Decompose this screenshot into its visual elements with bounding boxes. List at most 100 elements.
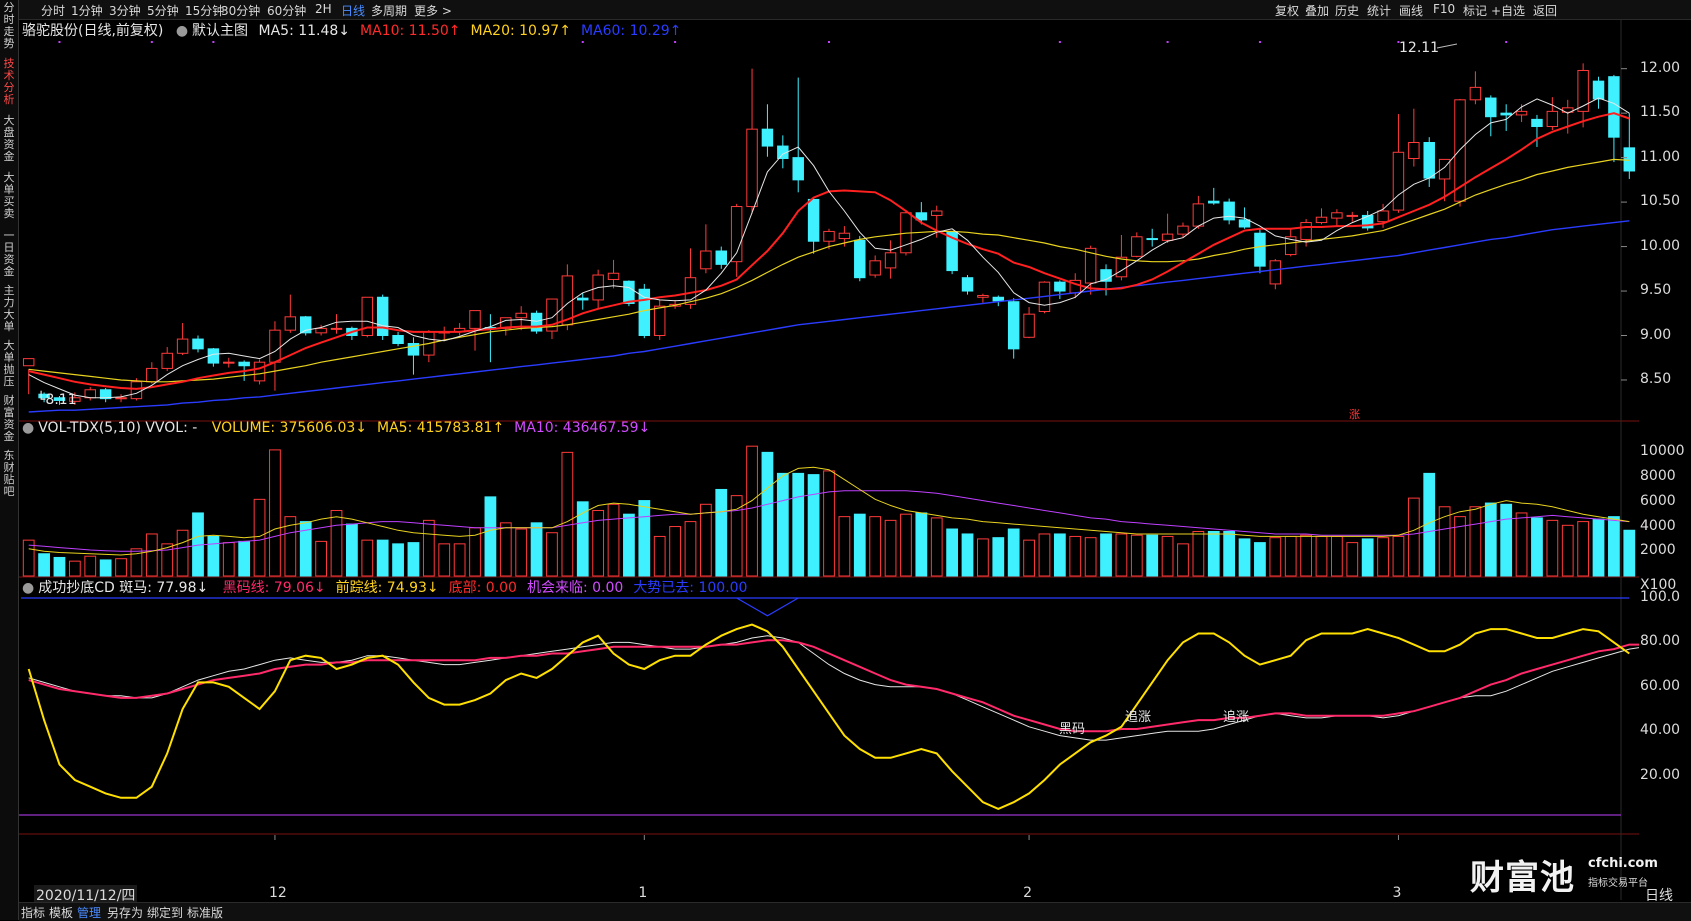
candle-90[interactable] bbox=[1408, 108, 1420, 167]
volume-bar-34[interactable] bbox=[546, 532, 558, 577]
candle-0[interactable] bbox=[22, 358, 35, 395]
toolbar-right-8[interactable]: 返回 bbox=[1533, 4, 1558, 18]
candle-64[interactable] bbox=[1007, 298, 1020, 359]
volume-bar-30[interactable] bbox=[484, 496, 497, 577]
volume-bar-85[interactable] bbox=[1330, 535, 1343, 577]
sidebar-tab-6[interactable]: 大单抛压 bbox=[3, 339, 15, 388]
volume-bar-50[interactable] bbox=[792, 472, 805, 577]
volume-bar-98[interactable] bbox=[1531, 517, 1543, 577]
candle-72[interactable] bbox=[1131, 232, 1143, 258]
candle-13[interactable] bbox=[223, 357, 235, 368]
volume-bar-3[interactable] bbox=[68, 560, 81, 577]
volume-bar-13[interactable] bbox=[222, 542, 235, 577]
candle-61[interactable] bbox=[961, 275, 974, 295]
volume-bar-89[interactable] bbox=[1392, 535, 1405, 577]
candle-74[interactable] bbox=[1161, 213, 1174, 244]
volume-bar-73[interactable] bbox=[1146, 534, 1159, 577]
candle-34[interactable] bbox=[546, 298, 558, 340]
volume-bar-45[interactable] bbox=[715, 488, 728, 577]
candle-101[interactable] bbox=[1577, 63, 1589, 128]
volume-bar-16[interactable] bbox=[269, 449, 281, 577]
toolbar-right-1[interactable]: 叠加 bbox=[1305, 4, 1330, 18]
cd-dot-icon[interactable]: ● bbox=[22, 580, 35, 596]
volume-bar-10[interactable] bbox=[176, 529, 189, 577]
volume-bar-104[interactable] bbox=[1623, 529, 1636, 577]
candle-54[interactable] bbox=[854, 235, 866, 282]
candle-85[interactable] bbox=[1331, 209, 1343, 227]
volume-bar-75[interactable] bbox=[1177, 543, 1189, 577]
volume-bar-23[interactable] bbox=[376, 539, 389, 577]
period-tab-5[interactable]: 30分钟 bbox=[221, 4, 261, 18]
candle-30[interactable] bbox=[484, 314, 497, 363]
candle-63[interactable] bbox=[992, 295, 1005, 307]
volume-bar-19[interactable] bbox=[315, 540, 328, 577]
sidebar-tab-4[interactable]: 一日资金 bbox=[3, 229, 15, 278]
candle-22[interactable] bbox=[361, 296, 374, 338]
candle-67[interactable] bbox=[1054, 280, 1066, 300]
sidebar-tab-5[interactable]: 主力大单 bbox=[3, 284, 15, 333]
volume-bar-90[interactable] bbox=[1407, 497, 1420, 577]
period-label[interactable]: 日线 bbox=[1645, 888, 1673, 904]
volume-bar-24[interactable] bbox=[392, 543, 404, 577]
volume-bar-70[interactable] bbox=[1100, 533, 1112, 577]
volume-bar-86[interactable] bbox=[1346, 542, 1359, 577]
cd-title[interactable]: 成功抄底CD 斑马: 77.98↓ bbox=[38, 580, 209, 596]
bottom-tab-4[interactable]: 绑定到 bbox=[147, 906, 184, 920]
volume-bar-91[interactable] bbox=[1423, 472, 1436, 577]
volume-bar-43[interactable] bbox=[684, 521, 697, 577]
sidebar-tab-1[interactable]: 技术分析 bbox=[3, 57, 15, 106]
volume-bar-15[interactable] bbox=[253, 498, 266, 577]
volume-bar-54[interactable] bbox=[853, 513, 866, 577]
volume-bar-14[interactable] bbox=[238, 540, 251, 577]
sidebar-tab-2[interactable]: 大盘资金 bbox=[3, 114, 15, 163]
candle-33[interactable] bbox=[530, 310, 543, 334]
volume-bar-76[interactable] bbox=[1192, 530, 1205, 577]
candle-48[interactable] bbox=[761, 104, 774, 157]
volume-bar-97[interactable] bbox=[1515, 512, 1528, 577]
volume-bar-55[interactable] bbox=[869, 516, 882, 577]
candle-9[interactable] bbox=[161, 347, 173, 372]
candle-56[interactable] bbox=[884, 240, 897, 279]
candle-94[interactable] bbox=[1469, 71, 1482, 105]
candle-89[interactable] bbox=[1392, 114, 1405, 213]
candle-19[interactable] bbox=[315, 324, 327, 336]
volume-bar-17[interactable] bbox=[284, 516, 297, 577]
volume-bar-87[interactable] bbox=[1361, 538, 1374, 577]
volume-bar-4[interactable] bbox=[84, 555, 97, 577]
bottom-tab-2[interactable]: 管理 bbox=[77, 906, 102, 920]
volume-bar-56[interactable] bbox=[884, 519, 897, 577]
candle-18[interactable] bbox=[299, 315, 312, 336]
candle-16[interactable] bbox=[269, 321, 281, 391]
volume-bar-71[interactable] bbox=[1115, 533, 1128, 577]
volume-bar-32[interactable] bbox=[515, 528, 528, 577]
candle-50[interactable] bbox=[792, 77, 804, 193]
candle-6[interactable] bbox=[115, 394, 127, 403]
period-tab-10[interactable]: 更多 > bbox=[414, 4, 452, 18]
volume-bar-53[interactable] bbox=[838, 516, 851, 577]
volume-bar-62[interactable] bbox=[977, 538, 989, 577]
template-dot-icon[interactable]: ● bbox=[175, 23, 189, 39]
candle-81[interactable] bbox=[1269, 259, 1282, 290]
candle-93[interactable] bbox=[1454, 98, 1466, 207]
bottom-tab-0[interactable]: 指标 bbox=[21, 906, 46, 920]
volume-bar-61[interactable] bbox=[961, 533, 974, 577]
volume-bar-95[interactable] bbox=[1484, 502, 1497, 577]
volume-bar-100[interactable] bbox=[1561, 524, 1574, 577]
volume-bar-37[interactable] bbox=[592, 509, 605, 577]
volume-bar-102[interactable] bbox=[1592, 518, 1605, 577]
volume-bar-63[interactable] bbox=[992, 537, 1005, 577]
volume-bar-18[interactable] bbox=[299, 521, 312, 577]
bottom-tab-3[interactable]: 另存为 bbox=[107, 906, 144, 920]
candle-58[interactable] bbox=[915, 202, 928, 225]
volume-bar-46[interactable] bbox=[730, 495, 743, 577]
candle-73[interactable] bbox=[1146, 228, 1158, 247]
volume-bar-74[interactable] bbox=[1161, 535, 1174, 577]
candle-92[interactable] bbox=[1438, 158, 1451, 202]
volume-bar-20[interactable] bbox=[330, 509, 343, 577]
volume-bar-39[interactable] bbox=[623, 513, 635, 577]
period-tab-0[interactable]: 分时 bbox=[41, 4, 66, 18]
volume-bar-81[interactable] bbox=[1269, 537, 1282, 577]
candle-36[interactable] bbox=[577, 292, 589, 310]
volume-bar-77[interactable] bbox=[1207, 530, 1220, 577]
candle-28[interactable] bbox=[453, 323, 466, 336]
